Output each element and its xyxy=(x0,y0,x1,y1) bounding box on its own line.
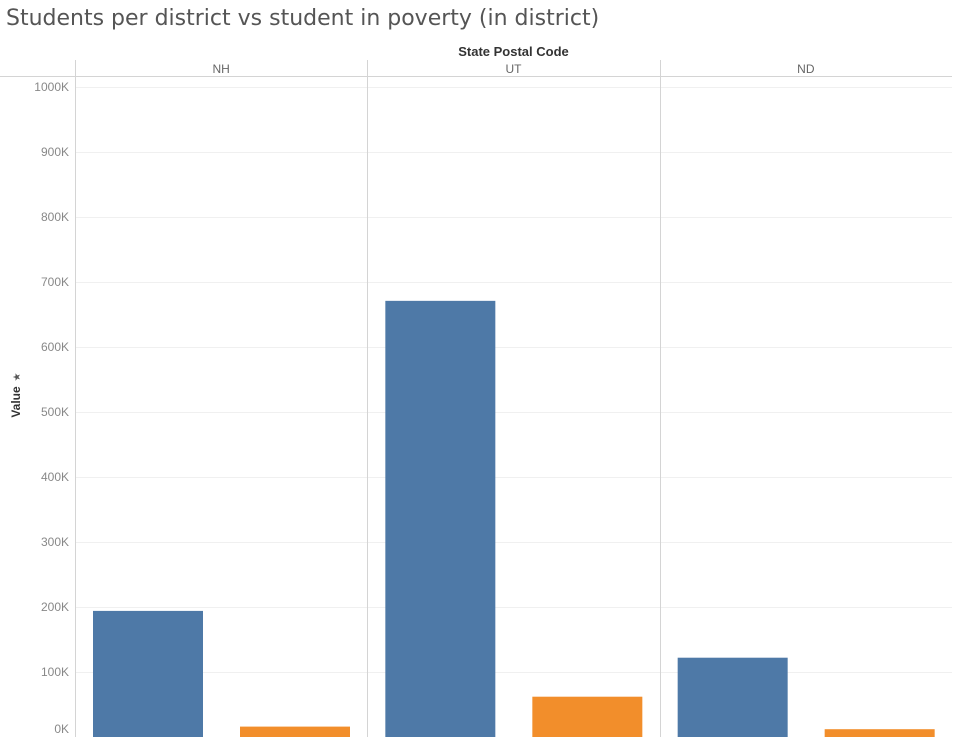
y-tick-label: 300K xyxy=(41,535,69,549)
y-axis-title: Value xyxy=(9,386,23,418)
panel-dividers xyxy=(0,60,952,737)
y-axis-title-group: Value ★ xyxy=(9,372,23,417)
y-tick-label: 0K xyxy=(54,722,69,736)
bar[interactable] xyxy=(532,696,643,737)
bar[interactable] xyxy=(677,657,788,737)
bars xyxy=(93,300,935,737)
y-tick-label: 900K xyxy=(41,145,69,159)
chart-title: Students per district vs student in pove… xyxy=(6,6,600,31)
category-label: NH xyxy=(212,62,229,76)
y-tick-label: 400K xyxy=(41,470,69,484)
y-tick-label: 700K xyxy=(41,275,69,289)
y-tick-label: 600K xyxy=(41,340,69,354)
bar[interactable] xyxy=(240,726,350,737)
y-tick-label: 1000K xyxy=(34,80,69,94)
column-header: State Postal Code xyxy=(458,44,569,59)
bar[interactable] xyxy=(93,610,203,737)
category-labels: NH UT ND xyxy=(212,62,814,76)
y-tick-label: 200K xyxy=(41,600,69,614)
y-tick-label: 800K xyxy=(41,210,69,224)
y-tick-label: 500K xyxy=(41,405,69,419)
y-axis-ticks: 0K 100K 200K 300K 400K 500K 600K 700K 800K 900K 10… xyxy=(34,80,69,736)
y-tick-label: 100K xyxy=(41,665,69,679)
pin-icon: ★ xyxy=(12,372,23,381)
gridlines xyxy=(75,87,952,673)
category-label: UT xyxy=(506,62,523,76)
bar[interactable] xyxy=(824,729,935,737)
bar[interactable] xyxy=(385,300,496,737)
category-label: ND xyxy=(797,62,815,76)
